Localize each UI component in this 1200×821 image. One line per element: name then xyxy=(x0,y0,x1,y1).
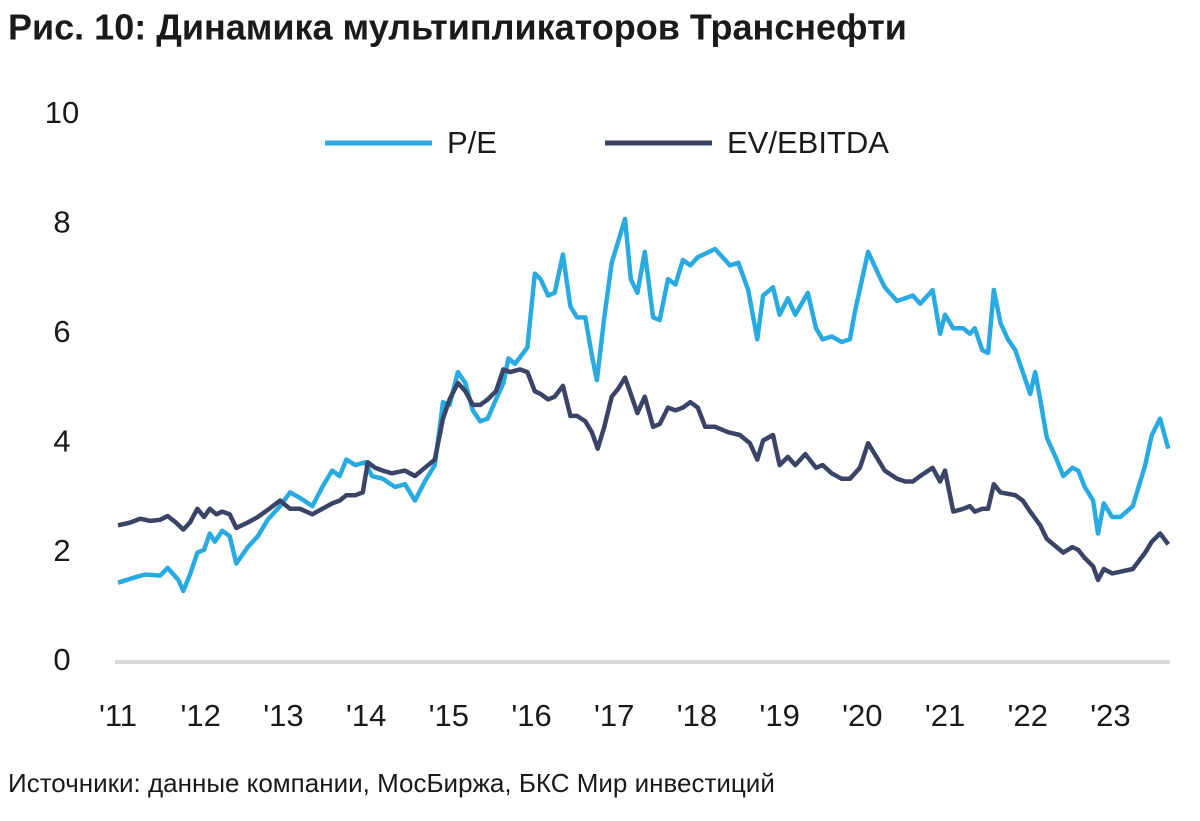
x-tick-label: '20 xyxy=(842,698,882,733)
x-tick-label: '16 xyxy=(511,698,551,733)
x-tick-label: '11 xyxy=(99,698,137,733)
x-tick-label: '22 xyxy=(1008,698,1048,733)
x-tick-label: '13 xyxy=(263,698,303,733)
source-note: Источники: данные компании, МосБиржа, БК… xyxy=(8,768,775,798)
x-tick-label: '12 xyxy=(181,698,221,733)
x-tick-label: '14 xyxy=(346,698,386,733)
y-tick-label: 4 xyxy=(53,423,70,458)
series-line xyxy=(117,367,1171,583)
series-line xyxy=(117,216,1171,594)
chart-title: Рис. 10: Динамика мультипликаторов Транс… xyxy=(8,7,907,48)
y-tick-label: 8 xyxy=(53,205,70,240)
legend-label: EV/EBITDA xyxy=(727,125,889,160)
x-tick-label: '19 xyxy=(759,698,799,733)
y-tick-label: 0 xyxy=(53,642,70,677)
x-tick-label: '17 xyxy=(594,698,634,733)
y-tick-label: 10 xyxy=(45,95,79,130)
x-tick-label: '23 xyxy=(1090,698,1130,733)
y-tick-label: 6 xyxy=(53,314,70,349)
x-tick-label: '15 xyxy=(429,698,469,733)
x-tick-label: '21 xyxy=(925,698,965,733)
x-tick-label: '18 xyxy=(677,698,717,733)
y-tick-label: 2 xyxy=(53,533,70,568)
legend-label: P/E xyxy=(447,125,497,160)
